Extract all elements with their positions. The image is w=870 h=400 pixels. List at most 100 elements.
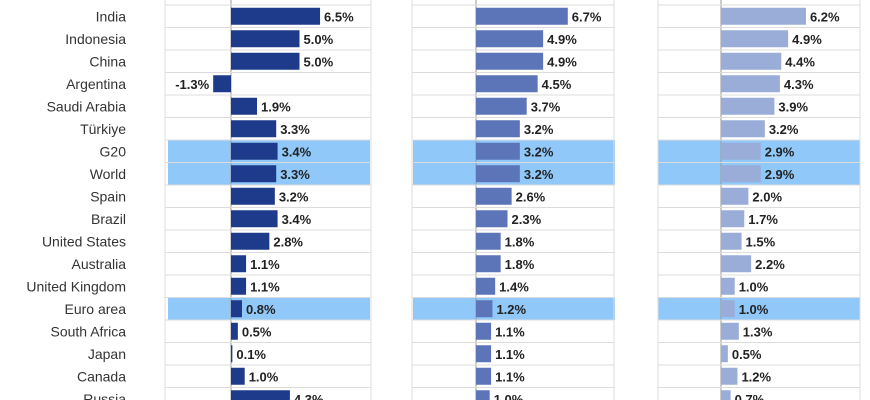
data-label: 3.2% xyxy=(279,189,309,204)
category-label: Indonesia xyxy=(65,31,126,47)
highlight-band xyxy=(658,297,860,320)
data-label: 2.9% xyxy=(765,144,795,159)
bar xyxy=(721,390,731,400)
category-label: Japan xyxy=(88,346,126,362)
data-label: 0.5% xyxy=(242,324,272,339)
bar xyxy=(721,75,780,93)
bar xyxy=(721,187,749,205)
data-label: 6.5% xyxy=(324,9,354,24)
bar xyxy=(476,165,520,183)
data-label: 4.9% xyxy=(792,32,822,47)
data-label: 1.4% xyxy=(499,279,529,294)
bar xyxy=(721,255,752,273)
bar xyxy=(721,300,735,318)
category-label: Canada xyxy=(77,368,126,384)
data-label: 3.2% xyxy=(769,122,799,137)
category-label: United States xyxy=(42,233,126,249)
bar xyxy=(476,30,544,48)
data-label: 3.4% xyxy=(282,144,312,159)
bar xyxy=(721,97,775,115)
bar xyxy=(476,277,496,295)
bar xyxy=(721,120,765,138)
data-label: 2.6% xyxy=(516,189,546,204)
data-label: 5.0% xyxy=(304,54,334,69)
category-label: Türkiye xyxy=(80,121,126,137)
data-label: 1.1% xyxy=(250,279,280,294)
highlight-band xyxy=(168,297,370,320)
bar xyxy=(721,232,742,250)
bar xyxy=(476,390,490,400)
data-label: 3.2% xyxy=(524,122,554,137)
category-label: Saudi Arabia xyxy=(47,98,127,114)
bar xyxy=(721,345,728,363)
data-label: 4.9% xyxy=(547,54,577,69)
data-label: 3.9% xyxy=(778,99,808,114)
category-label: Australia xyxy=(72,256,127,272)
category-label: China xyxy=(89,53,126,69)
data-label: 3.4% xyxy=(282,212,312,227)
category-label: United Kingdom xyxy=(26,278,126,294)
bar xyxy=(476,345,492,363)
data-label: 4.4% xyxy=(785,54,815,69)
data-label: 1.1% xyxy=(495,347,525,362)
data-label: 1.3% xyxy=(743,324,773,339)
bar xyxy=(231,277,247,295)
bar xyxy=(721,7,806,25)
bar xyxy=(721,210,745,228)
bar xyxy=(231,232,270,250)
bar xyxy=(476,75,538,93)
bar xyxy=(476,7,568,25)
bar xyxy=(721,367,738,385)
data-label: 3.2% xyxy=(524,144,554,159)
data-label: 1.2% xyxy=(741,369,771,384)
bar xyxy=(213,75,231,93)
bar xyxy=(721,277,735,295)
data-label: 2.3% xyxy=(512,212,542,227)
data-label: 1.0% xyxy=(739,279,769,294)
bar xyxy=(476,187,512,205)
data-label: 4.3% xyxy=(294,392,324,400)
data-label: 5.0% xyxy=(304,32,334,47)
bar xyxy=(231,165,277,183)
data-label: 2.9% xyxy=(765,167,795,182)
data-label: -1.3% xyxy=(175,77,209,92)
data-label: 2.0% xyxy=(752,189,782,204)
category-label: Russia xyxy=(83,391,126,400)
bar xyxy=(476,120,520,138)
bar xyxy=(231,187,275,205)
bar xyxy=(476,142,520,160)
bar xyxy=(231,30,300,48)
bar xyxy=(231,345,233,363)
data-label: 1.2% xyxy=(496,302,526,317)
bar xyxy=(721,52,782,70)
data-label: 2.8% xyxy=(273,234,303,249)
data-label: 0.5% xyxy=(732,347,762,362)
bar xyxy=(476,300,493,318)
data-label: 1.0% xyxy=(249,369,279,384)
category-label: World xyxy=(90,166,126,182)
bar xyxy=(231,322,238,340)
data-label: 3.3% xyxy=(280,122,310,137)
category-label: Euro area xyxy=(65,301,127,317)
bar xyxy=(476,255,501,273)
category-label: G20 xyxy=(100,143,127,159)
data-label: 1.1% xyxy=(495,324,525,339)
data-label: 0.1% xyxy=(236,347,266,362)
bar xyxy=(231,367,245,385)
data-label: 1.0% xyxy=(739,302,769,317)
bar xyxy=(476,97,527,115)
data-label: 1.1% xyxy=(250,257,280,272)
data-label: 3.3% xyxy=(280,167,310,182)
bar xyxy=(476,52,544,70)
bar xyxy=(231,300,242,318)
bar xyxy=(231,120,277,138)
bar xyxy=(476,322,492,340)
bar xyxy=(231,255,247,273)
category-label: South Africa xyxy=(51,323,127,339)
data-label: 4.3% xyxy=(784,77,814,92)
category-label: Argentina xyxy=(66,76,126,92)
highlight-band xyxy=(413,297,615,320)
bar xyxy=(231,210,278,228)
bar xyxy=(721,30,789,48)
data-label: 6.7% xyxy=(572,9,602,24)
